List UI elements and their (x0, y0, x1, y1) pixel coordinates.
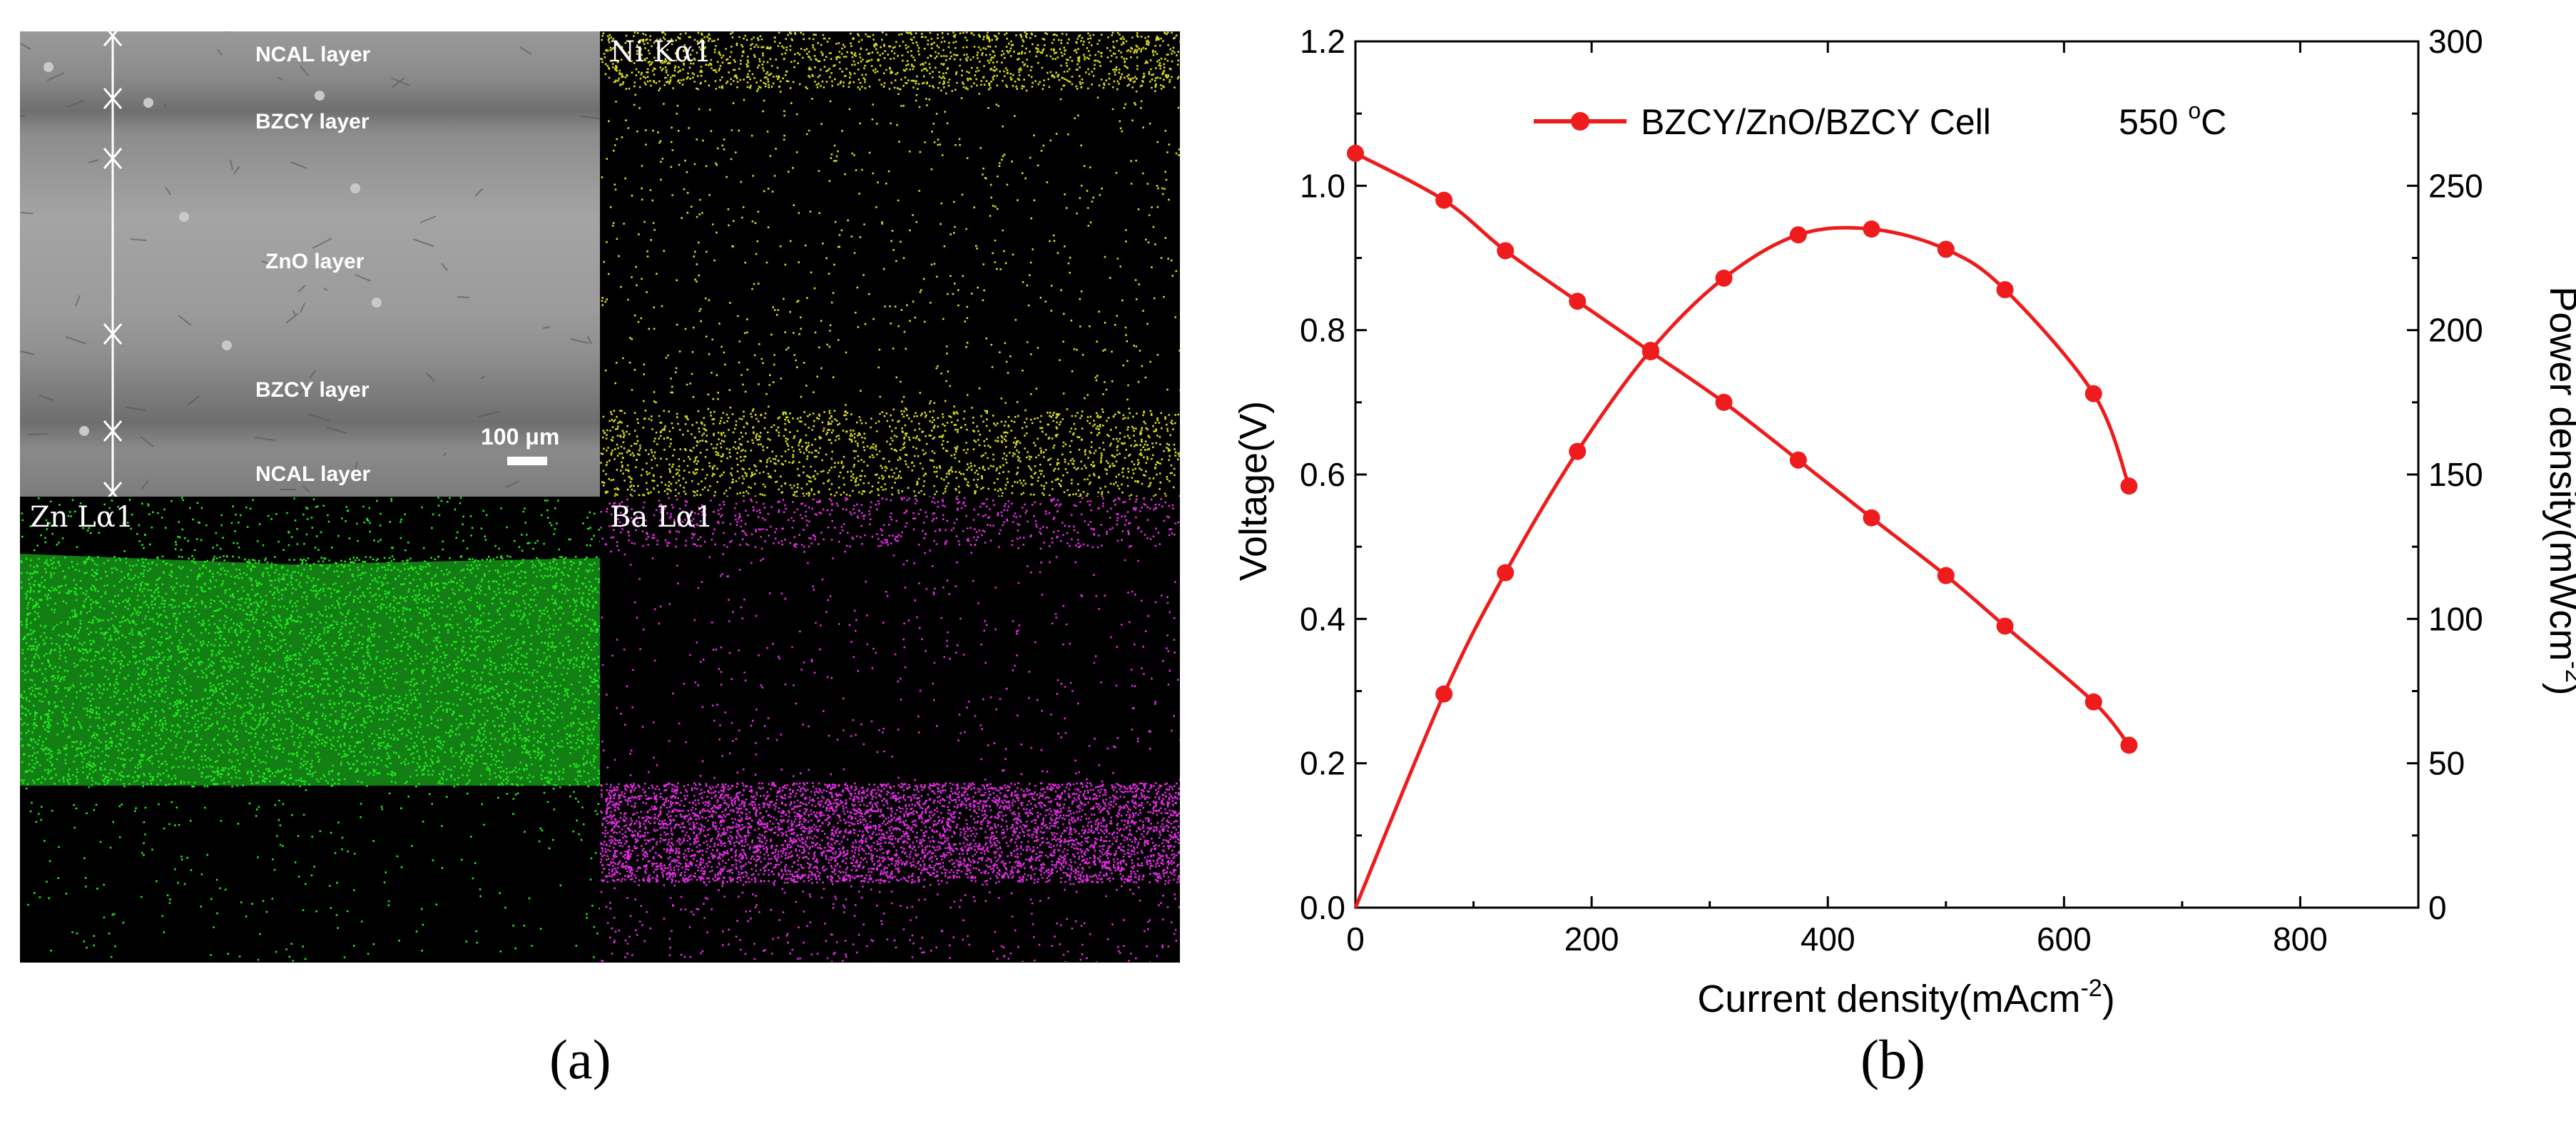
voltage-point (1863, 509, 1880, 527)
ni-dot-cloud (600, 31, 1180, 497)
caption-b: (b) (1860, 1028, 1925, 1090)
sem-label-ncal-bottom: NCAL layer (255, 462, 371, 486)
legend: BZCY/ZnO/BZCY Cell 550 oC (1534, 98, 2226, 142)
voltage-point (1937, 567, 1955, 584)
y-tick-label: 1.2 (1300, 23, 1345, 60)
sem-texture (20, 31, 600, 497)
sem-particle (222, 340, 232, 350)
sem-particle (143, 98, 153, 108)
voltage-line (1354, 151, 2131, 746)
voltage-point (1789, 451, 1807, 469)
ni-map-label: Ni Kα1 (610, 36, 712, 69)
ni-map: Ni Kα1 (600, 31, 1180, 497)
sem-particle (372, 298, 382, 308)
voltage-point (1347, 144, 1364, 162)
tick-labels: 0 200 400 600 800 0.0 0.2 0.4 0.6 0.8 1.0 1.2 0 50 100… (1300, 23, 2483, 958)
y2-tick-label: 200 (2428, 312, 2483, 349)
power-density-point (1497, 564, 1514, 582)
x-axis-label: Current density(mAcm-2) (1697, 975, 2114, 1020)
sem-label-bzcy-bottom: BZCY layer (255, 378, 370, 402)
sem-label-bzcy-top: BZCY layer (255, 110, 370, 133)
y2-axis-label: Power density(mWcm-2) (2542, 286, 2576, 695)
voltage-point (1497, 242, 1514, 260)
y-tick-label: 0.6 (1300, 456, 1345, 493)
power-density-point (2084, 385, 2102, 402)
power-density-point (1996, 281, 2014, 299)
sem-particle (315, 91, 325, 101)
power-density-point (1863, 220, 1880, 238)
power-density-point (1715, 269, 1733, 287)
layer-arrowhead (103, 323, 123, 345)
zn-map-label: Zn Lα1 (30, 501, 134, 534)
power-density-point (2120, 477, 2138, 495)
series-layer (1347, 144, 2138, 908)
y2-tick-label: 0 (2428, 889, 2447, 926)
sem-particle (350, 183, 360, 193)
legend-temperature: 550 oC (2119, 98, 2226, 142)
ba-map-label: Ba Lα1 (610, 501, 713, 534)
sem-label-ncal-top: NCAL layer (255, 43, 371, 66)
sem-particle (79, 426, 89, 436)
legend-label: BZCY/ZnO/BZCY Cell (1641, 102, 1991, 142)
sem-cracks (20, 31, 600, 493)
axes-frame (1354, 40, 2420, 909)
x-tick-label: 0 (1346, 920, 1365, 958)
layer-arrowhead (103, 420, 123, 442)
scale-bar-label: 100 μm (481, 424, 560, 450)
plot-frame (1354, 40, 2420, 909)
power-density-point (1789, 226, 1807, 244)
scale-bar (507, 457, 547, 465)
zn-dots (20, 497, 600, 962)
sem-particle (179, 212, 189, 222)
y-axis-label: Voltage(V) (1232, 401, 1275, 581)
layer-arrowhead (103, 148, 123, 169)
layer-arrowhead (103, 88, 123, 109)
zn-map: Zn Lα1 (20, 497, 600, 962)
voltage-point (2120, 736, 2138, 754)
y2-tick-label: 250 (2428, 167, 2483, 204)
layer-arrowhead (103, 482, 123, 497)
x-tick-label: 600 (2037, 920, 2092, 958)
y2-tick-label: 300 (2428, 23, 2483, 60)
iv-power-chart: 0 200 400 600 800 0.0 0.2 0.4 0.6 0.8 1.0 1.2 0 50 100… (1232, 23, 2576, 1020)
x-tick-label: 200 (1564, 920, 1619, 958)
voltage-point (1996, 617, 2014, 635)
ba-map: Ba Lα1 (600, 497, 1180, 962)
x-tick-label: 400 (1801, 920, 1855, 958)
voltage-point (1435, 191, 1453, 209)
voltage-point (2084, 693, 2102, 711)
panel-a-micrographs: NCAL layer BZCY layer ZnO layer BZCY lay… (20, 31, 1180, 963)
power-density-line (1353, 225, 2131, 908)
sem-particle (44, 62, 54, 72)
ba-dot-cloud (600, 497, 1180, 962)
layer-arrowhead (103, 31, 123, 46)
y2-tick-label: 150 (2428, 456, 2483, 493)
power-density-point (1569, 442, 1587, 460)
sem-cross-section-image: NCAL layer BZCY layer ZnO layer BZCY lay… (20, 31, 600, 497)
ba-dots (600, 497, 1180, 962)
power-density-point (1435, 685, 1453, 703)
legend-marker (1571, 112, 1589, 131)
y-tick-label: 0.4 (1300, 600, 1345, 637)
x-tick-label: 800 (2273, 920, 2328, 958)
voltage-point (1569, 293, 1587, 310)
y-tick-label: 1.0 (1300, 167, 1345, 204)
y2-tick-label: 100 (2428, 600, 2483, 637)
y-tick-label: 0.0 (1300, 889, 1345, 926)
y2-tick-label: 50 (2428, 745, 2465, 782)
power-density-point (1641, 341, 1659, 359)
caption-a: (a) (549, 1028, 611, 1090)
ni-dots (600, 31, 1180, 497)
power-density-point (1937, 240, 1955, 258)
y-tick-label: 0.8 (1300, 312, 1345, 349)
y-tick-label: 0.2 (1300, 745, 1345, 782)
sem-label-zno: ZnO layer (265, 250, 365, 273)
voltage-point (1715, 393, 1733, 411)
